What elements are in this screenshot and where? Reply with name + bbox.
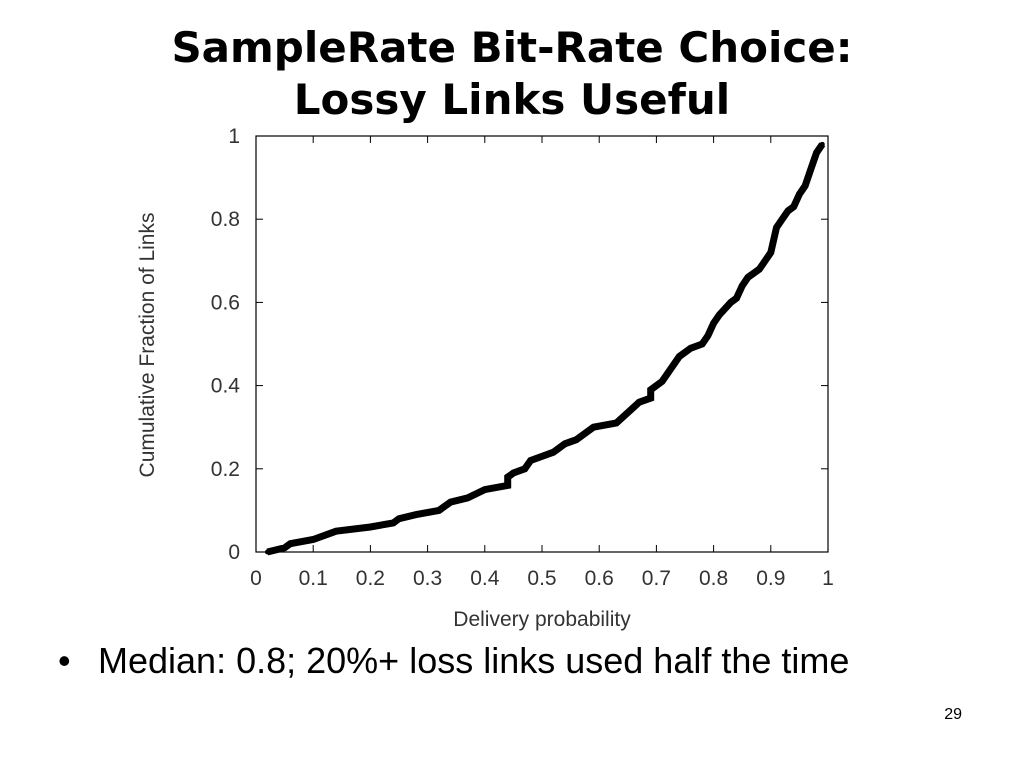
data-point bbox=[310, 537, 316, 543]
data-point bbox=[711, 320, 717, 326]
data-point bbox=[282, 545, 288, 551]
data-point bbox=[779, 216, 785, 222]
data-point bbox=[367, 524, 373, 530]
x-axis-label: Delivery probability bbox=[453, 608, 631, 631]
data-point bbox=[396, 516, 402, 522]
data-point bbox=[791, 204, 797, 210]
data-point bbox=[774, 225, 780, 231]
data-point bbox=[699, 341, 705, 347]
data-point bbox=[528, 457, 534, 463]
data-point bbox=[613, 420, 619, 426]
x-tick-label: 0.7 bbox=[642, 567, 671, 590]
data-point bbox=[562, 441, 568, 447]
x-tick-label: 0.8 bbox=[699, 567, 728, 590]
bullet-point: • Median: 0.8; 20%+ loss links used half … bbox=[58, 640, 849, 682]
data-point bbox=[522, 466, 528, 472]
y-tick-label: 0.6 bbox=[211, 291, 240, 314]
x-tick-label: 1 bbox=[822, 567, 834, 590]
y-tick-label: 0.4 bbox=[211, 375, 241, 398]
x-tick-label: 0 bbox=[250, 567, 262, 590]
data-point bbox=[510, 470, 516, 476]
data-point bbox=[688, 345, 694, 351]
data-point bbox=[814, 150, 820, 156]
data-point bbox=[671, 362, 677, 368]
plot-frame bbox=[255, 135, 829, 553]
data-point bbox=[648, 387, 654, 393]
x-tick-label: 0.6 bbox=[585, 567, 614, 590]
data-point bbox=[808, 166, 814, 172]
data-point bbox=[796, 191, 802, 197]
x-tick-label: 0.2 bbox=[356, 567, 385, 590]
page-number: 29 bbox=[944, 706, 962, 723]
data-point bbox=[665, 370, 671, 376]
x-tick-label: 0.1 bbox=[299, 567, 328, 590]
data-point bbox=[802, 183, 808, 189]
data-point bbox=[390, 520, 396, 526]
bullet-text: Median: 0.8; 20%+ loss links used half t… bbox=[98, 640, 850, 681]
data-point bbox=[636, 399, 642, 405]
data-point bbox=[648, 395, 654, 401]
data-point bbox=[590, 424, 596, 430]
data-point bbox=[768, 249, 774, 255]
y-tick-label: 0.8 bbox=[211, 208, 240, 231]
data-point bbox=[550, 449, 556, 455]
y-tick-label: 1 bbox=[228, 125, 240, 148]
y-axis-label: Cumulative Fraction of Links bbox=[136, 213, 159, 478]
data-point bbox=[447, 499, 453, 505]
data-point bbox=[287, 541, 293, 547]
data-point bbox=[705, 333, 711, 339]
data-point bbox=[436, 507, 442, 513]
data-point bbox=[785, 208, 791, 214]
data-point bbox=[762, 258, 768, 264]
slide-title: SampleRate Bit-Rate Choice: Lossy Links … bbox=[0, 22, 1024, 126]
title-line-1: SampleRate Bit-Rate Choice: bbox=[171, 23, 853, 72]
bullet-marker: • bbox=[58, 640, 71, 681]
data-point bbox=[505, 474, 511, 480]
x-tick-label: 0.5 bbox=[527, 567, 556, 590]
x-tick-label: 0.3 bbox=[413, 567, 442, 590]
data-point bbox=[728, 299, 734, 305]
data-point bbox=[573, 437, 579, 443]
data-point bbox=[465, 495, 471, 501]
data-point bbox=[676, 353, 682, 359]
data-point bbox=[739, 283, 745, 289]
data-point bbox=[745, 274, 751, 280]
y-tick-label: 0 bbox=[228, 541, 240, 564]
cdf-chart: 0 0.1 0.2 0.3 0.4 0.5 0.6 0.7 0.8 0.9 1 0 0.2 0.4 0.6 0… bbox=[136, 125, 834, 631]
x-tick-label: 0.4 bbox=[470, 567, 500, 590]
cdf-series-line bbox=[266, 142, 826, 556]
title-line-2: Lossy Links Useful bbox=[293, 75, 731, 124]
x-tick-label: 0.9 bbox=[756, 567, 785, 590]
data-point bbox=[659, 378, 665, 384]
data-point bbox=[756, 266, 762, 272]
y-tick-label: 0.2 bbox=[211, 458, 240, 481]
data-point bbox=[333, 528, 339, 534]
data-point bbox=[505, 482, 511, 488]
data-point bbox=[413, 512, 419, 518]
data-point bbox=[264, 549, 270, 555]
data-point bbox=[482, 487, 488, 493]
data-point bbox=[716, 312, 722, 318]
data-point bbox=[819, 141, 825, 147]
data-point bbox=[733, 295, 739, 301]
